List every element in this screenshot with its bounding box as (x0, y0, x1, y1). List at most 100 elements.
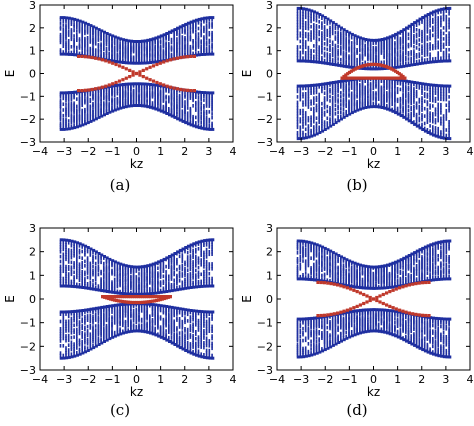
bulk-state-dot (440, 136, 444, 140)
bulk-state-dot (92, 321, 94, 325)
bulk-state-dot (111, 107, 113, 112)
bulk-state-dot (437, 32, 439, 36)
bulk-state-dot (448, 25, 450, 30)
bulk-state-dot (59, 40, 62, 45)
bulk-state-dot (440, 59, 444, 63)
bulk-state-dot (70, 272, 73, 277)
bulk-state-dot (448, 106, 450, 110)
bulk-state-dot (334, 48, 337, 52)
bulk-state-dot (388, 99, 391, 104)
bulk-state-dot (124, 328, 127, 333)
bulk-state-dot (59, 250, 62, 254)
bulk-state-dot (94, 318, 97, 322)
bulk-state-dot (73, 240, 77, 244)
bulk-state-dot (84, 122, 88, 126)
bulk-state-dot (89, 340, 92, 345)
bulk-state-dot (151, 262, 155, 266)
bulk-state-dot (321, 58, 323, 62)
bulk-state-dot (326, 54, 329, 59)
bulk-state-dot (97, 259, 100, 263)
bulk-state-dot (415, 106, 418, 110)
surface-state-dot (347, 76, 352, 80)
bulk-state-dot (116, 333, 120, 337)
bulk-state-dot (203, 42, 205, 47)
bulk-state-dot (81, 41, 83, 45)
bulk-state-dot (434, 32, 437, 37)
bulk-state-dot (407, 81, 410, 86)
bulk-state-dot (81, 344, 83, 348)
bulk-state-dot (326, 47, 329, 52)
bulk-state-dot (84, 336, 86, 341)
bulk-state-dot (342, 80, 345, 85)
bulk-state-dot (76, 97, 78, 101)
bulk-state-dot (103, 46, 105, 50)
bulk-state-dot (59, 238, 63, 242)
bulk-state-dot (211, 96, 213, 101)
bulk-state-dot (65, 346, 67, 350)
bulk-state-dot (429, 98, 431, 102)
x-tick-label: −3 (293, 145, 309, 158)
bulk-state-dot (299, 9, 302, 13)
bulk-state-dot (70, 310, 74, 314)
bulk-state-dot (81, 309, 85, 312)
bulk-state-dot (331, 104, 334, 109)
bulk-state-dot (100, 279, 102, 283)
bulk-state-dot (62, 29, 65, 33)
bulk-state-dot (89, 263, 92, 268)
bulk-state-dot (426, 120, 429, 124)
bulk-state-dot (176, 117, 180, 121)
bulk-state-dot (318, 100, 320, 104)
bulk-state-dot (434, 27, 437, 32)
bulk-state-dot (307, 32, 310, 36)
bulk-state-dot (143, 39, 147, 43)
bulk-state-dot (124, 264, 128, 268)
bulk-state-dot (304, 31, 307, 36)
bulk-state-dot (65, 284, 69, 288)
bulk-state-dot (89, 247, 93, 251)
bulk-state-dot (84, 52, 86, 57)
surface-state-dot (117, 64, 122, 68)
bulk-state-dot (340, 111, 342, 115)
bulk-state-dot (418, 42, 421, 47)
bulk-state-dot (59, 254, 62, 259)
bulk-state-dot (149, 303, 151, 308)
bulk-state-dot (65, 92, 67, 97)
bulk-state-dot (59, 339, 62, 343)
bulk-state-dot (62, 324, 65, 329)
bulk-state-dot (442, 97, 445, 102)
bulk-state-dot (445, 53, 448, 57)
bulk-state-dot (323, 46, 326, 51)
bulk-state-dot (97, 47, 100, 52)
bulk-state-dot (154, 86, 156, 91)
bulk-state-dot (372, 57, 375, 62)
bulk-state-dot (162, 49, 165, 53)
bulk-state-dot (105, 97, 108, 102)
bulk-state-dot (410, 92, 412, 97)
bulk-state-dot (94, 312, 97, 316)
bulk-state-dot (86, 53, 89, 57)
bulk-state-dot (73, 126, 77, 130)
bulk-state-dot (388, 108, 392, 112)
bulk-state-dot (192, 124, 196, 128)
bulk-state-dot (323, 96, 326, 100)
bulk-state-dot (157, 309, 159, 314)
bulk-state-dot (84, 114, 86, 119)
bulk-state-dot (426, 100, 429, 104)
bulk-state-dot (119, 37, 123, 41)
bulk-state-dot (100, 256, 102, 261)
bulk-state-dot (108, 40, 110, 45)
bulk-state-dot (140, 306, 143, 310)
bulk-state-dot (203, 18, 205, 22)
bulk-state-dot (73, 330, 75, 335)
bulk-state-dot (391, 95, 393, 100)
bulk-state-dot (318, 37, 320, 42)
bulk-state-dot (211, 32, 213, 37)
bulk-state-dot (113, 321, 116, 325)
bulk-state-dot (92, 325, 94, 329)
bulk-state-dot (399, 87, 402, 92)
bulk-state-dot (396, 112, 400, 116)
bulk-state-dot (413, 104, 415, 109)
bulk-state-dot (70, 241, 73, 246)
bulk-state-dot (415, 23, 418, 27)
bulk-state-dot (119, 332, 123, 336)
